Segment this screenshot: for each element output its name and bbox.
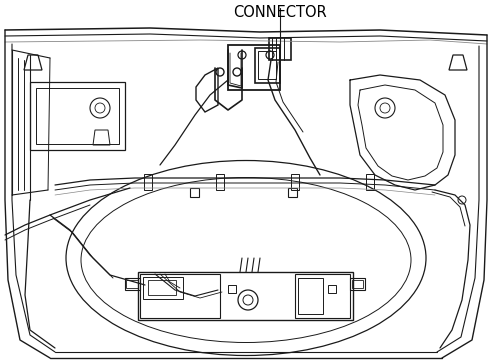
Bar bbox=[288, 188, 297, 197]
Bar bbox=[291, 174, 299, 190]
Bar bbox=[352, 280, 363, 288]
Bar bbox=[190, 188, 199, 197]
Bar bbox=[140, 274, 220, 318]
Bar bbox=[328, 285, 336, 293]
Bar bbox=[255, 48, 280, 83]
Bar bbox=[295, 274, 350, 318]
Bar bbox=[366, 174, 374, 190]
Bar bbox=[228, 285, 236, 293]
Bar bbox=[138, 272, 353, 320]
Bar bbox=[269, 38, 291, 60]
Bar bbox=[258, 51, 276, 79]
Bar bbox=[144, 174, 152, 190]
Bar bbox=[216, 174, 224, 190]
Bar bbox=[148, 280, 176, 295]
Bar bbox=[30, 82, 125, 150]
Text: CONNECTOR: CONNECTOR bbox=[233, 5, 327, 20]
Bar bbox=[350, 278, 365, 290]
Bar bbox=[125, 278, 140, 290]
Bar bbox=[228, 45, 280, 90]
Bar bbox=[126, 280, 138, 288]
Bar bbox=[36, 88, 119, 144]
Bar bbox=[143, 277, 183, 299]
Bar bbox=[298, 278, 323, 314]
